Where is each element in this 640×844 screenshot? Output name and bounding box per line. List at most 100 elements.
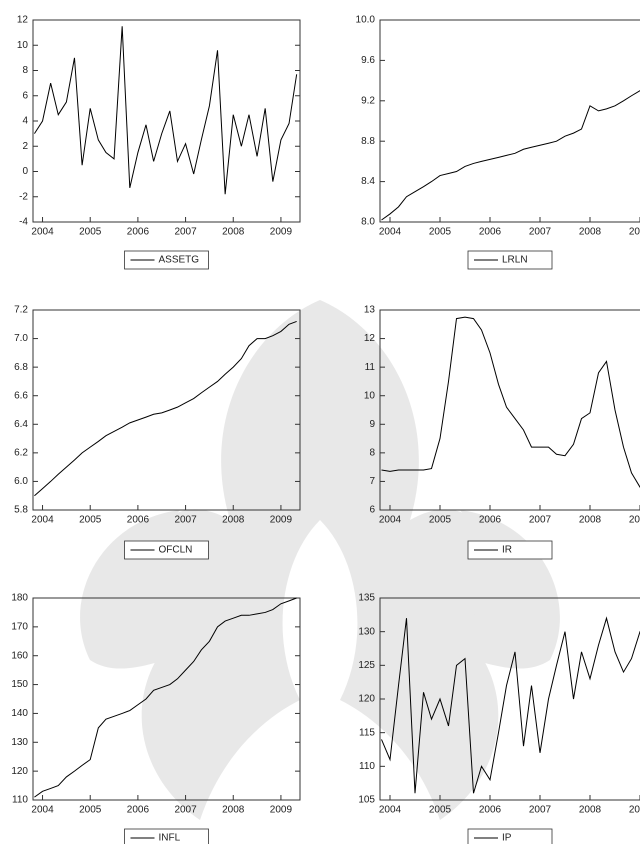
x-tick-label: 2009 xyxy=(270,805,293,816)
y-tick-label: 12 xyxy=(17,15,29,26)
x-tick-label: 2009 xyxy=(629,805,640,816)
y-tick-label: 7 xyxy=(369,476,375,487)
series-line xyxy=(381,90,640,221)
y-tick-label: 6 xyxy=(369,505,375,516)
y-tick-label: -2 xyxy=(19,191,28,202)
y-tick-label: 6.2 xyxy=(14,447,28,458)
x-tick-label: 2004 xyxy=(31,227,54,238)
legend-box xyxy=(467,250,553,270)
y-tick-label: 115 xyxy=(359,727,375,738)
x-tick-label: 2008 xyxy=(222,227,245,238)
legend-box xyxy=(467,540,553,560)
y-tick-label: 7.0 xyxy=(14,333,28,344)
legend-label: LRLN xyxy=(502,255,528,266)
y-tick-label: 170 xyxy=(11,621,28,632)
x-tick-label: 2007 xyxy=(174,805,197,816)
legend-label: ASSETG xyxy=(159,255,200,266)
x-tick-label: 2006 xyxy=(479,227,502,238)
x-tick-label: 2007 xyxy=(529,515,552,526)
plot-frame xyxy=(32,597,301,801)
y-tick-label: 125 xyxy=(358,660,375,671)
x-tick-label: 2007 xyxy=(174,515,197,526)
y-tick-label: 8 xyxy=(22,65,28,76)
y-tick-label: 8.0 xyxy=(361,217,375,228)
legend: INFL xyxy=(124,828,209,844)
x-tick-label: 2006 xyxy=(127,805,150,816)
y-tick-label: 130 xyxy=(11,737,28,748)
y-tick-label: 10.0 xyxy=(356,15,376,26)
y-tick-label: 2 xyxy=(22,141,28,152)
y-tick-label: 8.4 xyxy=(361,176,375,187)
x-tick-label: 2006 xyxy=(127,227,150,238)
y-tick-label: 10 xyxy=(364,390,376,401)
y-tick-label: 180 xyxy=(11,593,28,604)
plot-frame xyxy=(379,309,640,511)
y-tick-label: 140 xyxy=(11,708,28,719)
y-tick-label: 160 xyxy=(11,650,28,661)
legend-box xyxy=(467,828,553,844)
plot-frame xyxy=(32,309,301,511)
y-tick-label: 9 xyxy=(369,419,375,430)
charts: -4 -2 0 2 4 6 8 10 12 2004 2005 2006 2007 2008 2009 ASS… xyxy=(11,15,640,844)
y-tick-label: 5.8 xyxy=(14,505,28,516)
y-tick-label: 7.2 xyxy=(14,305,28,316)
y-tick-label: 105 xyxy=(358,795,375,806)
y-tick-label: 0 xyxy=(22,166,28,177)
y-tick-label: 10 xyxy=(17,40,29,51)
x-tick-label: 2008 xyxy=(222,805,245,816)
legend-label: IP xyxy=(502,833,512,844)
x-tick-label: 2005 xyxy=(79,515,102,526)
y-tick-label: 6.6 xyxy=(14,390,28,401)
x-tick-label: 2004 xyxy=(31,515,54,526)
y-tick-label: 6.0 xyxy=(14,476,28,487)
legend-box xyxy=(124,540,209,560)
y-tick-label: 135 xyxy=(358,593,375,604)
y-tick-label: -4 xyxy=(19,217,28,228)
legend-label: INFL xyxy=(159,833,181,844)
y-tick-label: 130 xyxy=(358,626,375,637)
legend-label: IR xyxy=(502,545,512,556)
y-tick-label: 6.8 xyxy=(14,362,28,373)
x-tick-label: 2007 xyxy=(529,227,552,238)
legend-box xyxy=(124,250,209,270)
series-line xyxy=(34,26,298,195)
x-tick-label: 2004 xyxy=(379,227,402,238)
y-tick-label: 120 xyxy=(11,766,28,777)
x-tick-label: 2005 xyxy=(429,805,452,816)
series-line xyxy=(381,316,640,488)
y-tick-label: 110 xyxy=(12,795,28,806)
x-tick-label: 2006 xyxy=(479,805,502,816)
legend: ASSETG xyxy=(124,250,209,270)
x-tick-label: 2004 xyxy=(31,805,54,816)
watermark xyxy=(80,300,560,820)
y-tick-label: 8.8 xyxy=(361,136,375,147)
series-line xyxy=(381,616,640,794)
legend: IP xyxy=(467,828,553,844)
y-tick-label: 6 xyxy=(22,90,28,101)
x-tick-label: 2009 xyxy=(270,227,293,238)
plot-frame xyxy=(379,19,640,223)
legend: OFCLN xyxy=(124,540,209,560)
x-tick-label: 2005 xyxy=(429,515,452,526)
y-tick-label: 9.6 xyxy=(361,55,375,66)
legend: LRLN xyxy=(467,250,553,270)
y-tick-label: 9.2 xyxy=(361,95,375,106)
x-tick-label: 2008 xyxy=(579,515,602,526)
x-tick-label: 2004 xyxy=(379,805,402,816)
x-tick-label: 2008 xyxy=(579,805,602,816)
x-tick-label: 2008 xyxy=(222,515,245,526)
y-tick-label: 12 xyxy=(364,333,376,344)
series-line xyxy=(34,597,297,798)
x-tick-label: 2007 xyxy=(529,805,552,816)
y-tick-label: 110 xyxy=(359,761,375,772)
x-tick-label: 2008 xyxy=(579,227,602,238)
x-tick-label: 2004 xyxy=(379,515,402,526)
legend-label: OFCLN xyxy=(159,545,193,556)
x-tick-label: 2009 xyxy=(629,515,640,526)
y-tick-label: 150 xyxy=(11,679,28,690)
x-tick-label: 2009 xyxy=(270,515,293,526)
legend: IR xyxy=(467,540,553,560)
y-tick-label: 8 xyxy=(369,447,375,458)
x-tick-label: 2005 xyxy=(79,227,102,238)
